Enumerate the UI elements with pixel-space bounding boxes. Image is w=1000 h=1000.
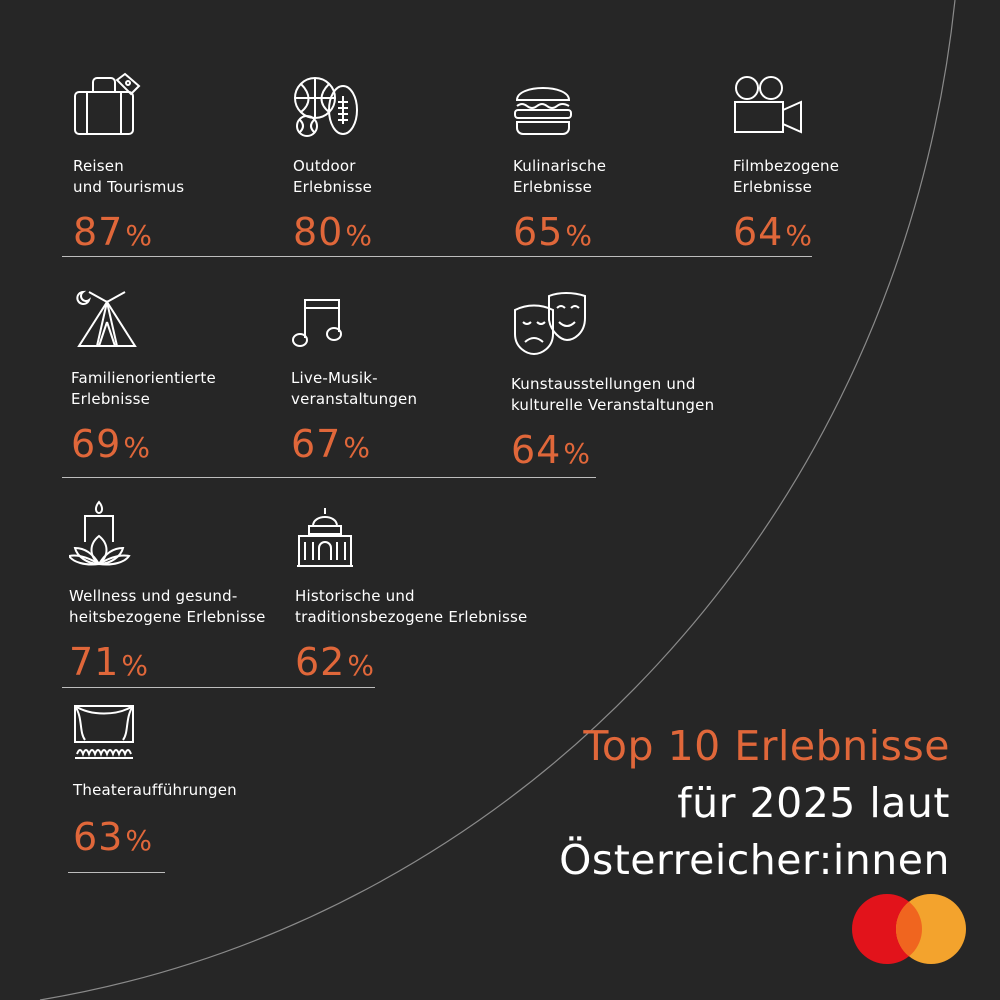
item-kulinarisch: Kulinarische Erlebnisse 65% bbox=[513, 76, 606, 256]
percentage-value: 64% bbox=[511, 428, 591, 472]
burger-icon bbox=[514, 87, 572, 135]
candle-lotus-icon bbox=[69, 500, 131, 566]
percentage-value: 80% bbox=[293, 210, 373, 254]
theatre-masks-icon bbox=[514, 292, 586, 356]
item-label: Filmbezogene Erlebnisse bbox=[733, 157, 840, 196]
item-familie: Familienorientierte Erlebnisse 69% bbox=[71, 288, 216, 468]
sports-balls-icon bbox=[294, 77, 358, 137]
item-outdoor: Outdoor Erlebnisse 80% bbox=[293, 76, 373, 256]
headline-line-3: Österreicher:innen bbox=[559, 836, 950, 884]
row-divider bbox=[68, 872, 165, 873]
row-divider bbox=[62, 687, 375, 688]
item-film: Filmbezogene Erlebnisse 64% bbox=[733, 74, 839, 256]
percentage-value: 63% bbox=[73, 815, 153, 859]
theatre-stage-icon bbox=[74, 705, 134, 759]
percentage-value: 64% bbox=[733, 210, 813, 254]
item-label: Kulinarische Erlebnisse bbox=[513, 157, 607, 196]
item-label: Wellness und gesund-heitsbezogene Erlebn… bbox=[69, 587, 266, 626]
percentage-value: 62% bbox=[295, 640, 375, 684]
row-divider bbox=[62, 477, 596, 478]
percentage-value: 87% bbox=[73, 210, 153, 254]
item-label: Historische und traditionsbezogene Erlebn… bbox=[295, 587, 528, 626]
suitcase-icon bbox=[74, 72, 141, 135]
item-wellness: Wellness und gesund-heitsbezogene Erlebn… bbox=[69, 500, 266, 686]
item-kunst: Kunstausstellungen und kulturelle Veranst… bbox=[511, 290, 714, 474]
headline: Top 10 Erlebnisse für 2025 laut Österrei… bbox=[559, 718, 950, 889]
percentage-value: 67% bbox=[291, 422, 371, 466]
item-theater: Theateraufführungen 63% bbox=[73, 704, 237, 861]
row-divider bbox=[62, 256, 812, 257]
film-camera-icon bbox=[734, 76, 802, 134]
historic-building-icon bbox=[297, 508, 353, 567]
item-historisch: Historische und traditionsbezogene Erlebn… bbox=[295, 506, 527, 686]
item-label: Kunstausstellungen und kulturelle Veranst… bbox=[511, 375, 715, 414]
item-label: Live-Musik-veranstaltungen bbox=[291, 369, 418, 408]
item-label: Theateraufführungen bbox=[73, 781, 237, 799]
percentage-value: 69% bbox=[71, 422, 151, 466]
item-label: Reisen und Tourismus bbox=[73, 157, 185, 196]
mastercard-logo bbox=[852, 894, 966, 964]
percentage-value: 65% bbox=[513, 210, 593, 254]
item-reisen: Reisen und Tourismus 87% bbox=[73, 70, 184, 256]
headline-line-2: für 2025 laut bbox=[677, 779, 950, 827]
item-label: Familienorientierte Erlebnisse bbox=[71, 369, 216, 408]
item-live-musik: Live-Musik-veranstaltungen 67% bbox=[291, 292, 417, 468]
percentage-value: 71% bbox=[69, 640, 149, 684]
headline-line-1: Top 10 Erlebnisse bbox=[583, 722, 950, 770]
tent-icon bbox=[76, 290, 137, 347]
item-label: Outdoor Erlebnisse bbox=[293, 157, 373, 196]
music-note-icon bbox=[292, 299, 342, 347]
